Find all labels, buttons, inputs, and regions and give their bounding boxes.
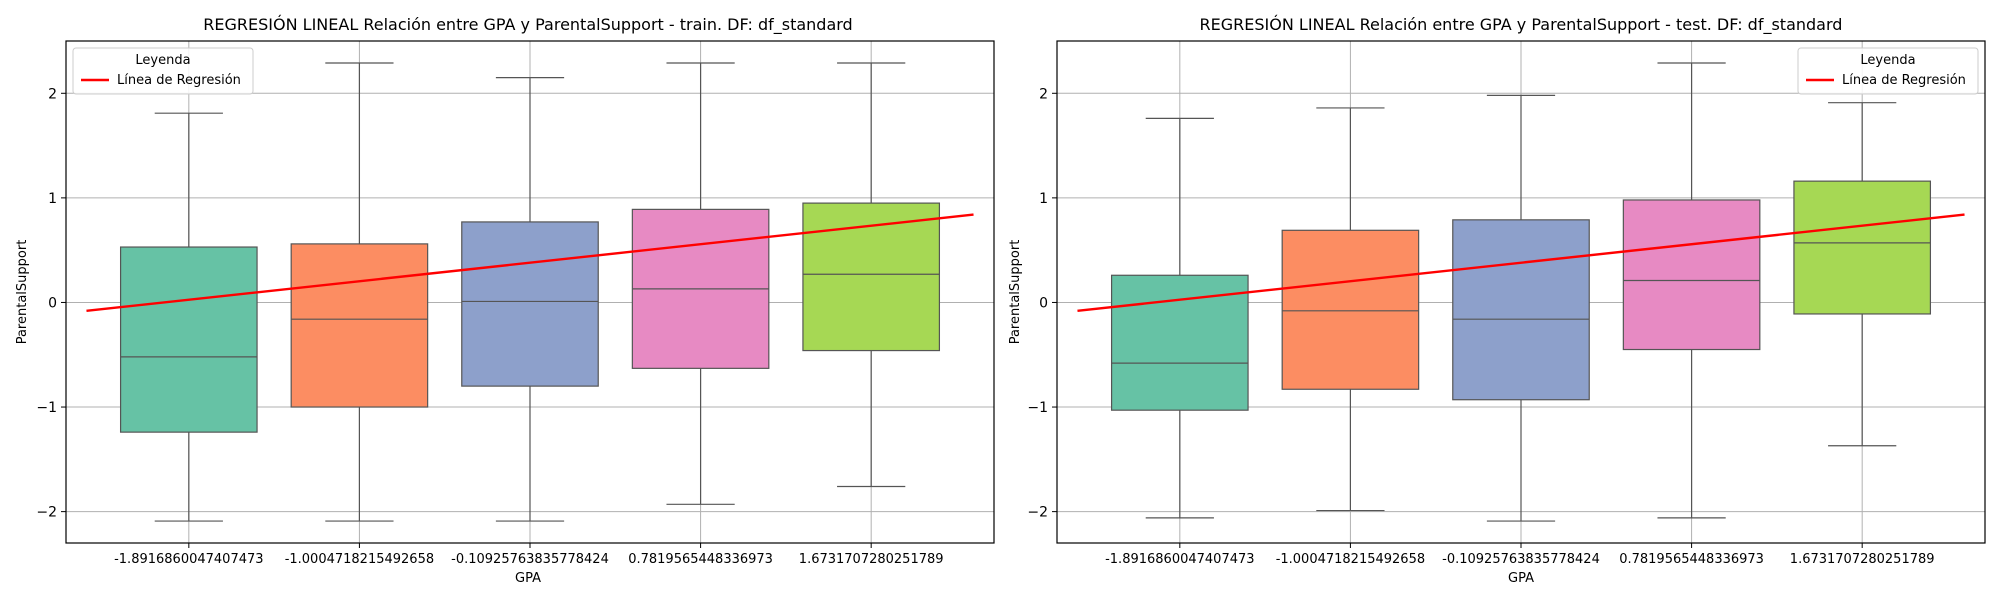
train-ytick-label: 0 (48, 295, 57, 311)
train-legend-label: Línea de Regresión (117, 73, 241, 88)
train-x-axis-label: GPA (515, 571, 541, 586)
train-box-1 (119, 112, 258, 522)
train-legend-frame (72, 47, 254, 95)
test-ytick-label: −1 (1027, 400, 1048, 416)
train-box-1-iqr (119, 246, 258, 433)
test-ytick-label: 0 (1039, 295, 1048, 311)
train-legend-title: Leyenda (135, 53, 190, 68)
test-box-3 (1452, 94, 1590, 522)
test-box-1 (1110, 117, 1249, 519)
train-box-2-iqr (290, 243, 429, 408)
train-ytick-label: −2 (36, 505, 57, 521)
test-legend: Leyenda Línea de Regresión (1797, 47, 1979, 95)
train-regression-line (86, 213, 974, 313)
train-chart-title: REGRESIÓN LINEAL Relación entre GPA y Pa… (203, 15, 852, 35)
test-legend-title: Leyenda (1860, 53, 1915, 68)
train-xtick-label: -1.8916860047407473 (114, 552, 263, 567)
train-legend: Leyenda Línea de Regresión (72, 47, 254, 95)
test-box-4 (1622, 62, 1761, 519)
test-legend-frame (1797, 47, 1979, 95)
test-x-axis-label: GPA (1508, 571, 1534, 586)
test-chart-title: REGRESIÓN LINEAL Relación entre GPA y Pa… (1200, 15, 1843, 35)
test-box-4-iqr (1622, 199, 1761, 351)
test-xtick-label: 0.7819565448336973 (1619, 552, 1764, 567)
test-panel: REGRESIÓN LINEAL Relación entre GPA y Pa… (1008, 15, 1986, 586)
test-legend-label: Línea de Regresión (1842, 73, 1966, 88)
train-xtick-label: 1.6731707280251789 (799, 552, 944, 567)
train-xtick-label: 0.7819565448336973 (628, 552, 773, 567)
train-box-4 (631, 62, 770, 505)
train-ytick-label: −1 (36, 400, 57, 416)
test-box-3-iqr (1452, 219, 1590, 401)
train-box-2 (290, 62, 429, 522)
test-box-2 (1281, 107, 1420, 512)
test-xtick-label: -1.8916860047407473 (1105, 552, 1254, 567)
test-regression-line (1077, 213, 1965, 313)
train-xtick-label: -0.10925763835778424 (451, 552, 609, 567)
train-y-axis-label: ParentalSupport (15, 240, 30, 345)
train-box-5 (802, 62, 941, 488)
test-y-axis-label: ParentalSupport (1008, 240, 1023, 345)
test-ytick-label: 1 (1039, 191, 1048, 207)
test-ytick-label: −2 (1027, 505, 1048, 521)
test-xtick-label: -0.10925763835778424 (1442, 552, 1600, 567)
test-xtick-label: 1.6731707280251789 (1790, 552, 1935, 567)
test-xtick-label: -1.0004718215492658 (1276, 552, 1425, 567)
train-ytick-label: 2 (48, 86, 57, 102)
test-ytick-label: 2 (1039, 86, 1048, 102)
train-box-3-iqr (461, 221, 599, 387)
test-box-5-iqr (1793, 180, 1932, 315)
train-box-3 (461, 77, 599, 522)
test-box-2-iqr (1281, 229, 1420, 390)
test-box-5 (1793, 102, 1932, 447)
test-box-1-iqr (1110, 274, 1249, 411)
train-ytick-label: 1 (48, 191, 57, 207)
train-xtick-label: -1.0004718215492658 (285, 552, 434, 567)
train-box-5-iqr (802, 202, 941, 352)
train-panel: REGRESIÓN LINEAL Relación entre GPA y Pa… (15, 15, 995, 586)
